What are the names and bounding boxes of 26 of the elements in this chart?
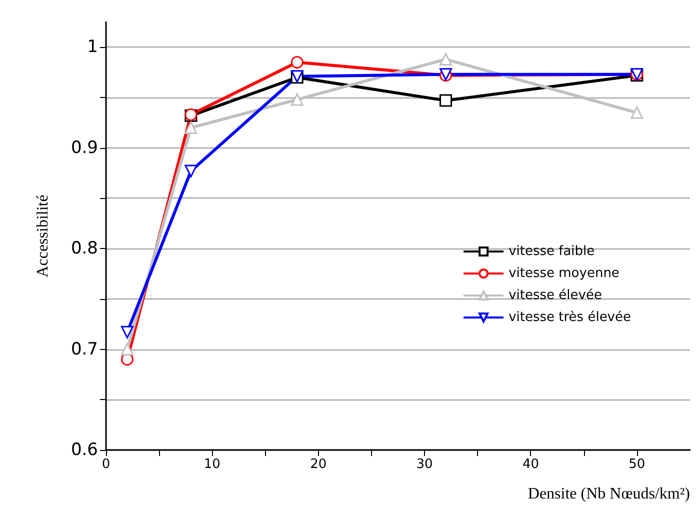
y-axis-title: Accessibilité bbox=[34, 194, 52, 278]
legend-label: vitesse très élevée bbox=[508, 310, 632, 325]
x-tick-label: 40 bbox=[522, 457, 539, 472]
y-tick-label: 1 bbox=[87, 37, 98, 58]
point bbox=[630, 106, 644, 119]
x-tick-label: 20 bbox=[310, 457, 327, 472]
x-tick-label: 30 bbox=[416, 457, 433, 472]
y-tick-label: 0.6 bbox=[70, 440, 98, 460]
point bbox=[184, 164, 198, 178]
point bbox=[440, 94, 452, 107]
y-tick-label: 0.8 bbox=[70, 238, 98, 259]
point bbox=[120, 326, 134, 338]
x-tick-label: 50 bbox=[628, 457, 646, 472]
y-tick-label: 0.9 bbox=[70, 138, 98, 158]
x-tick-label: 10 bbox=[204, 457, 220, 472]
point bbox=[120, 343, 134, 356]
x-axis-title: Densite (Nb Nœuds/km²) bbox=[528, 486, 690, 502]
legend-label: vitesse moyenne bbox=[508, 266, 620, 281]
x-tick-label: 0 bbox=[102, 457, 110, 472]
y-tick-label: 0.7 bbox=[70, 339, 98, 360]
point bbox=[184, 121, 198, 134]
point bbox=[290, 56, 304, 69]
point bbox=[290, 93, 304, 106]
point bbox=[440, 53, 452, 66]
legend-label: vitesse élevée bbox=[508, 288, 602, 303]
legend-label: vitesse faible bbox=[508, 244, 595, 259]
